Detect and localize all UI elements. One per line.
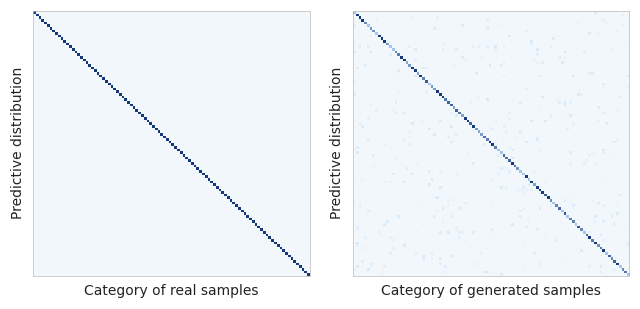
Y-axis label: Predictive distribution: Predictive distribution (11, 67, 25, 219)
X-axis label: Category of real samples: Category of real samples (84, 284, 259, 298)
X-axis label: Category of generated samples: Category of generated samples (381, 284, 601, 298)
Y-axis label: Predictive distribution: Predictive distribution (330, 67, 344, 219)
